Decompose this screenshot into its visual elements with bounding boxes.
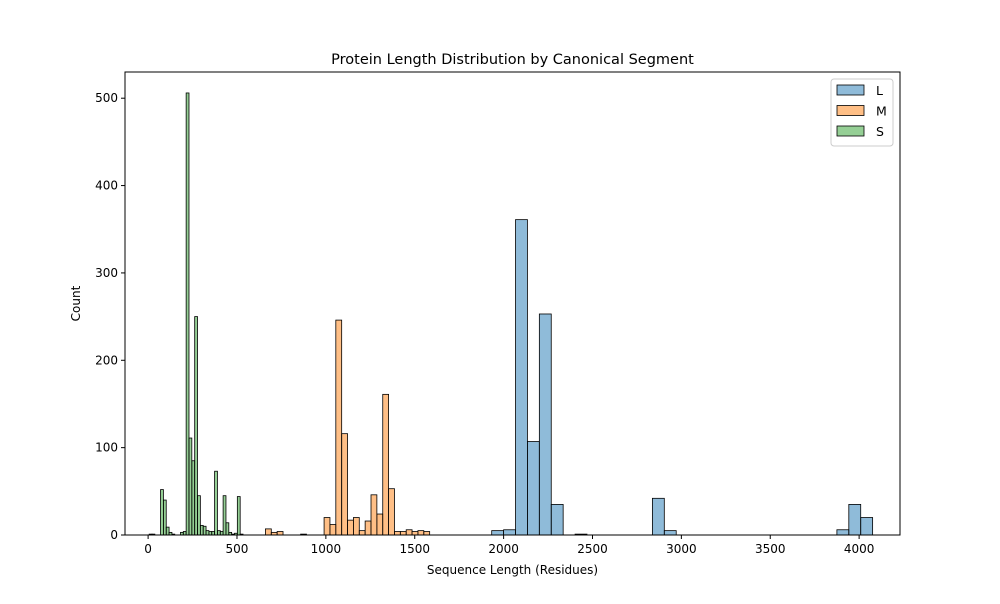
bar-S-17 [208, 531, 213, 536]
bar-S-15 [202, 525, 207, 536]
bar-S-9 [185, 92, 190, 536]
chart-title: Protein Length Distribution by Canonical… [331, 52, 694, 68]
bar-S-27 [236, 496, 241, 536]
bar-M-7 [341, 433, 348, 536]
bar-S-10 [188, 437, 193, 536]
y-tick-label-0: 0 [110, 528, 118, 542]
y-axis-label: Count [69, 285, 83, 321]
bar-L-9 [836, 529, 850, 536]
x-tick-label-7: 3500 [755, 542, 786, 556]
bar-S-12 [194, 316, 198, 536]
legend-swatch-L [836, 84, 865, 96]
x-tick-label-8: 4000 [844, 542, 875, 556]
series-S-bars [148, 92, 244, 536]
series-M-bars [265, 319, 431, 536]
legend-label-S: S [876, 124, 884, 139]
bar-S-20 [217, 530, 221, 536]
x-axis: 0 500 1000 1500 2000 2500 3000 3500 4000 [144, 535, 874, 556]
x-tick-label-6: 3000 [666, 542, 697, 556]
bar-S-23 [225, 522, 230, 536]
bar-S-4 [165, 526, 170, 536]
bar-S-13 [197, 495, 201, 536]
legend-swatch-S [836, 125, 865, 137]
bar-M-13 [376, 513, 384, 536]
bar-L-2 [515, 219, 528, 536]
y-tick-label-5: 500 [95, 91, 118, 105]
x-axis-label: Sequence Length (Residues) [427, 563, 598, 577]
bar-S-2 [160, 489, 164, 536]
y-tick-label-1: 100 [95, 441, 118, 455]
bar-S-14 [199, 524, 204, 536]
bar-L-3 [527, 441, 540, 536]
bar-M-19 [411, 531, 419, 536]
bar-L-7 [651, 497, 665, 536]
bar-M-8 [347, 519, 354, 536]
bar-S-18 [211, 531, 215, 536]
bar-S-16 [205, 530, 210, 536]
x-tick-label-0: 0 [144, 542, 152, 556]
bar-M-4 [323, 517, 331, 536]
bar-M-18 [405, 529, 413, 536]
y-tick-label-4: 400 [95, 179, 118, 193]
y-tick-label-2: 200 [95, 353, 118, 367]
y-tick-label-3: 300 [95, 266, 118, 280]
bar-M-9 [353, 517, 360, 536]
bar-M-5 [329, 524, 337, 536]
legend-label-M: M [876, 104, 887, 119]
bar-L-11 [860, 517, 874, 536]
x-tick-label-3: 1500 [399, 542, 430, 556]
bar-S-21 [219, 531, 224, 536]
bar-M-21 [423, 531, 431, 536]
bar-S-3 [162, 499, 167, 536]
x-tick-label-2: 1000 [311, 542, 342, 556]
bar-M-11 [364, 520, 372, 536]
bar-M-6 [335, 319, 343, 536]
bar-M-12 [370, 494, 378, 536]
bar-S-19 [214, 470, 218, 536]
bar-M-20 [417, 530, 425, 536]
x-tick-label-1: 500 [226, 542, 249, 556]
bar-S-11 [191, 460, 196, 536]
bar-L-5 [550, 504, 564, 536]
bar-M-17 [399, 531, 407, 536]
x-tick-label-5: 2500 [577, 542, 608, 556]
bar-L-1 [503, 529, 516, 536]
plot-frame [124, 71, 901, 536]
bar-M-16 [394, 531, 401, 536]
legend-label-L: L [876, 83, 883, 98]
bar-L-4 [538, 313, 552, 536]
bar-M-2 [276, 531, 284, 536]
bar-L-10 [848, 504, 862, 536]
bar-L-0 [491, 530, 505, 536]
y-axis: 0 100 200 300 400 500 [95, 91, 125, 542]
legend-swatch-M [836, 105, 865, 116]
bar-M-15 [388, 488, 395, 536]
bar-L-8 [663, 530, 677, 536]
legend: LMS [830, 78, 894, 147]
bar-S-22 [222, 495, 227, 536]
bar-S-8 [182, 531, 187, 536]
bar-M-10 [358, 530, 366, 536]
bar-M-14 [382, 393, 390, 536]
x-tick-label-4: 2000 [488, 542, 519, 556]
bar-M-0 [265, 528, 272, 536]
